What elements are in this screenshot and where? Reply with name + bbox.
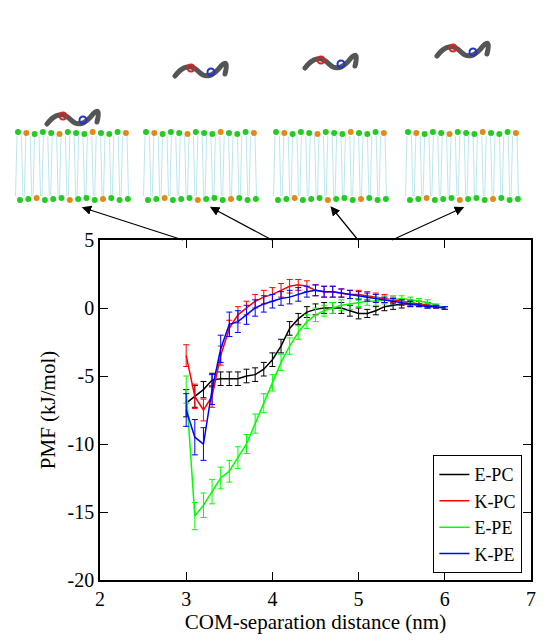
svg-text:E-PC: E-PC: [474, 465, 513, 485]
svg-text:5: 5: [84, 229, 94, 251]
svg-text:3: 3: [181, 588, 191, 610]
svg-text:K-PE: K-PE: [474, 545, 514, 565]
svg-text:7: 7: [526, 588, 536, 610]
svg-text:-10: -10: [68, 433, 95, 455]
svg-text:-20: -20: [68, 569, 95, 591]
svg-text:0: 0: [84, 297, 94, 319]
svg-text:-5: -5: [78, 365, 95, 387]
svg-text:-15: -15: [68, 501, 95, 523]
svg-text:K-PC: K-PC: [474, 492, 515, 512]
svg-text:E-PE: E-PE: [474, 518, 512, 538]
svg-text:PMF (kJ/mol): PMF (kJ/mol): [36, 351, 60, 469]
svg-text:5: 5: [354, 588, 364, 610]
svg-text:6: 6: [440, 588, 450, 610]
svg-text:COM-separation distance (nm): COM-separation distance (nm): [185, 610, 446, 634]
svg-text:4: 4: [267, 588, 277, 610]
svg-text:2: 2: [95, 588, 105, 610]
